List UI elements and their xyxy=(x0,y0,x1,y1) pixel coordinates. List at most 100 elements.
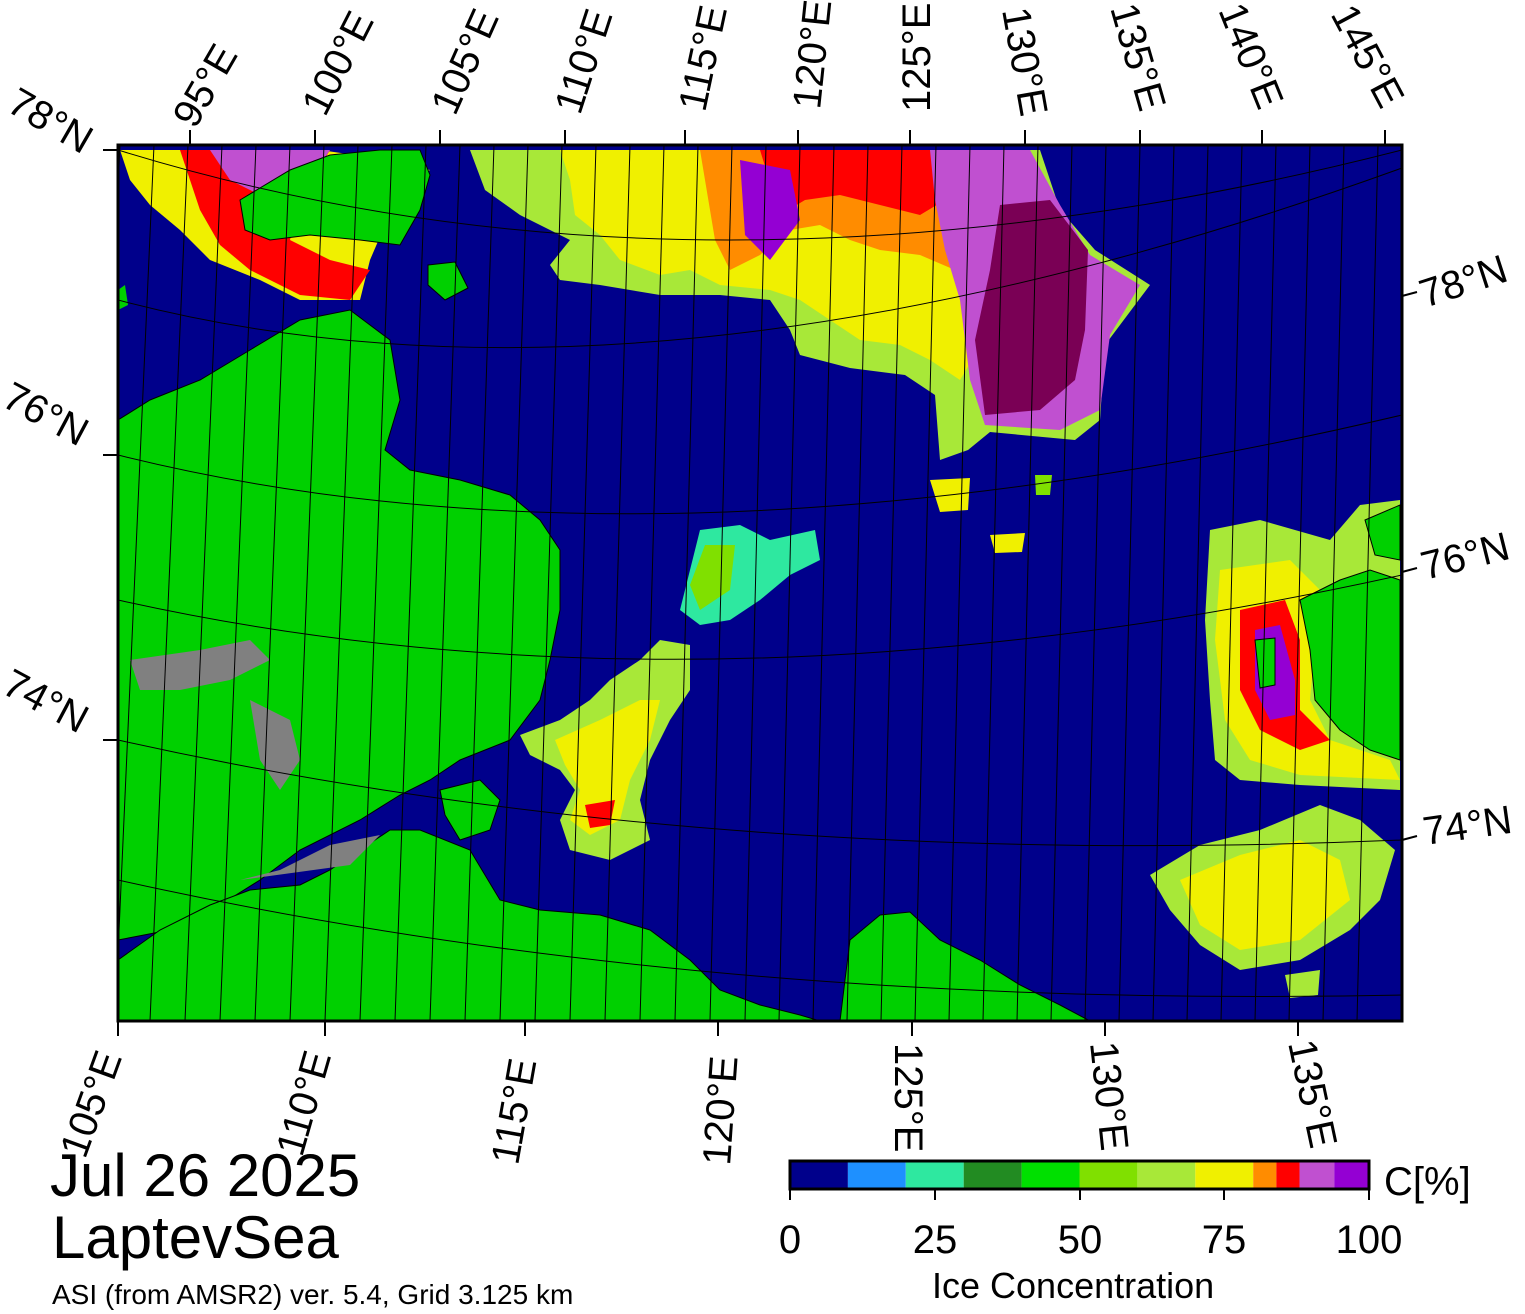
meridian-line xyxy=(464,145,495,1021)
meridian-line xyxy=(534,145,563,1021)
colorbar-bin xyxy=(963,1161,1022,1189)
meridian-line xyxy=(1186,145,1209,1021)
meridian-line xyxy=(846,145,869,1021)
colorbar-bin xyxy=(1195,1161,1254,1189)
colorbar xyxy=(790,1161,1369,1189)
axis-ticks xyxy=(103,130,1418,1036)
colorbar-bin xyxy=(1276,1161,1300,1189)
meridian-line xyxy=(1152,145,1175,1021)
meridian-line xyxy=(948,145,971,1021)
colorbar-tick-label: 75 xyxy=(1201,1218,1247,1262)
map-frame xyxy=(116,143,1404,1023)
left-lat-label: 78°N xyxy=(1,80,100,163)
colorbar-bin xyxy=(847,1161,906,1189)
meridian-line xyxy=(219,145,257,1021)
meridian-line xyxy=(289,145,325,1021)
meridian-line xyxy=(709,145,733,1021)
parallel-line xyxy=(118,739,1402,847)
meridian-line xyxy=(1016,145,1039,1021)
top-lon-label: 100°E xyxy=(294,5,383,122)
meridian-line xyxy=(1220,145,1243,1021)
meridian-line xyxy=(324,145,359,1021)
colorbar-bin xyxy=(905,1161,964,1189)
top-lon-label: 130°E xyxy=(993,4,1055,119)
bottom-lon-label: 135°E xyxy=(1279,1036,1345,1152)
top-lon-label: 145°E xyxy=(1322,0,1412,115)
colorbar-bin xyxy=(1334,1161,1369,1189)
colorbar-ticks xyxy=(789,1189,1370,1200)
right-lat-label: 76°N xyxy=(1417,524,1514,588)
meridian-line xyxy=(184,145,223,1021)
meridian-line xyxy=(359,145,393,1021)
land-south-coast xyxy=(118,779,1091,1021)
bottom-lon-label: 130°E xyxy=(1081,1039,1136,1152)
colorbar-bin xyxy=(1079,1161,1138,1189)
meridian-line xyxy=(149,145,189,1021)
top-longitude-labels: 95°E 100°E 105°E 110°E 115°E 120°E 125°E… xyxy=(165,0,1413,135)
left-latitude-labels: 78°N 76°N 74°N xyxy=(0,80,100,742)
meridian-line xyxy=(744,145,767,1021)
meridian-line xyxy=(1254,145,1277,1021)
colorbar-unit-label: C[%] xyxy=(1384,1160,1471,1204)
colorbar-bin xyxy=(1021,1161,1080,1189)
top-lon-label: 105°E xyxy=(423,3,508,121)
meridian-line xyxy=(914,145,937,1021)
left-lat-label: 74°N xyxy=(0,661,95,742)
graticule xyxy=(118,145,1402,1021)
map-date-title: Jul 26 2025 xyxy=(50,1142,361,1209)
meridian-line xyxy=(639,145,665,1021)
bottom-lon-label: 120°E xyxy=(695,1054,747,1166)
meridian-line xyxy=(1322,145,1345,1021)
colorbar-tick-label: 50 xyxy=(1057,1218,1103,1262)
meridian-line xyxy=(812,145,835,1021)
parallel-line xyxy=(118,574,1402,660)
bottom-lon-label: 125°E xyxy=(886,1043,930,1152)
land-new-siberian-islands xyxy=(1254,504,1401,761)
axis-tick xyxy=(1401,567,1418,573)
colorbar-bin xyxy=(1137,1161,1196,1189)
colorbar-title: Ice Concentration xyxy=(932,1265,1215,1306)
meridian-line xyxy=(1050,145,1073,1021)
meridian-line xyxy=(118,145,121,200)
axis-tick xyxy=(1401,291,1418,297)
colorbar-bin xyxy=(1299,1161,1335,1189)
colorbar-bin xyxy=(1253,1161,1277,1189)
meridian-line xyxy=(880,145,903,1021)
meridian-line xyxy=(1118,145,1141,1021)
meridian-line xyxy=(118,145,155,965)
meridian-line xyxy=(429,145,461,1021)
colorbar-tick-label: 25 xyxy=(912,1218,958,1262)
meridian-line xyxy=(1356,145,1379,1021)
parallel-line xyxy=(118,414,1402,515)
meridian-line xyxy=(778,145,801,1021)
top-lon-label: 140°E xyxy=(1210,0,1292,115)
bottom-lon-label: 115°E xyxy=(484,1055,546,1167)
top-lon-label: 120°E xyxy=(785,0,840,111)
meridian-line xyxy=(1288,145,1311,1021)
top-lon-label: 95°E xyxy=(165,37,247,134)
top-lon-label: 115°E xyxy=(671,2,736,115)
meridian-line xyxy=(982,145,1005,1021)
data-source-caption: ASI (from AMSR2) ver. 5.4, Grid 3.125 km xyxy=(52,1279,574,1310)
map-region-title: LaptevSea xyxy=(52,1204,339,1271)
map-area xyxy=(118,145,1402,1021)
top-lon-label: 135°E xyxy=(1101,0,1173,116)
meridian-line xyxy=(674,145,699,1021)
meridian-line xyxy=(254,145,291,1021)
colorbar-bin xyxy=(790,1161,848,1189)
axis-tick xyxy=(1401,835,1418,841)
left-lat-label: 76°N xyxy=(0,374,95,455)
land-severnaya-zemlya xyxy=(118,149,469,310)
right-lat-label: 74°N xyxy=(1420,798,1515,854)
top-lon-label: 125°E xyxy=(895,3,939,112)
meridian-line xyxy=(1084,145,1107,1021)
colorbar-tick-label: 100 xyxy=(1335,1218,1403,1262)
sea-ice-central xyxy=(520,525,820,860)
top-lon-label: 110°E xyxy=(547,4,622,119)
meridian-line xyxy=(604,145,631,1021)
meridian-line xyxy=(569,145,597,1021)
meridian-line xyxy=(394,145,427,1021)
right-latitude-labels: 78°N 76°N 74°N xyxy=(1414,247,1515,854)
right-lat-label: 78°N xyxy=(1414,247,1513,316)
